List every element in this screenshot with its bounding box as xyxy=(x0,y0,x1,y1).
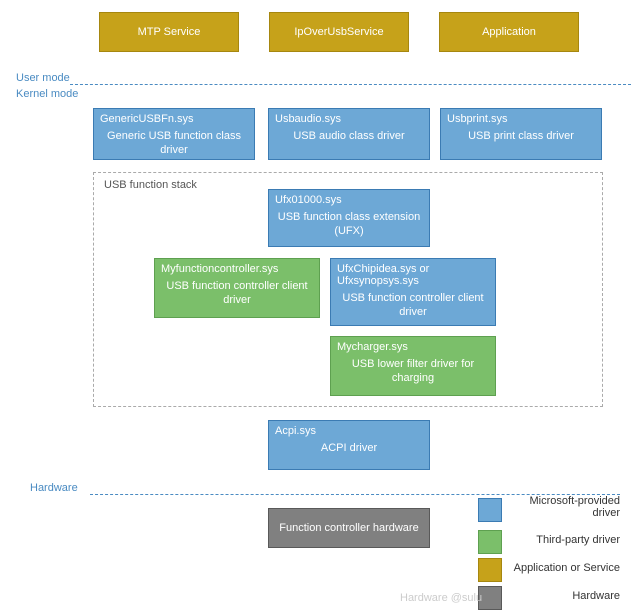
label-user-mode: User mode xyxy=(16,72,70,84)
legend-label-0: Microsoft-provideddriver xyxy=(508,495,620,519)
ufx-box-subtitle: USB function class extension (UFX) xyxy=(269,208,429,245)
kernel-driver-0-title: GenericUSBFn.sys xyxy=(94,109,254,127)
acpi-box-subtitle: ACPI driver xyxy=(269,439,429,461)
legend-label-2: Application or Service xyxy=(508,562,620,574)
legend-label-3: Hardware xyxy=(508,590,620,602)
acpi-box-title: Acpi.sys xyxy=(269,421,429,439)
ufxchipidea-box: UfxChipidea.sys or Ufxsynopsys.sysUSB fu… xyxy=(330,258,496,326)
kernel-driver-0: GenericUSBFn.sysGeneric USB function cla… xyxy=(93,108,255,160)
label-kernel-mode: Kernel mode xyxy=(16,88,78,100)
app-box-0: MTP Service xyxy=(99,12,239,52)
function-controller-hardware-box-label: Function controller hardware xyxy=(269,509,429,547)
ufx-box-title: Ufx01000.sys xyxy=(269,190,429,208)
kernel-driver-2-title: Usbprint.sys xyxy=(441,109,601,127)
app-box-1-label: IpOverUsbService xyxy=(270,13,408,51)
legend-swatch-blue xyxy=(478,498,502,522)
myfunctioncontroller-box-title: Myfunctioncontroller.sys xyxy=(155,259,319,277)
function-controller-hardware-box: Function controller hardware xyxy=(268,508,430,548)
divider-user-mode xyxy=(70,84,631,85)
app-box-2-label: Application xyxy=(440,13,578,51)
ufxchipidea-box-subtitle: USB function controller client driver xyxy=(331,289,495,326)
kernel-driver-2: Usbprint.sysUSB print class driver xyxy=(440,108,602,160)
legend-label-1: Third-party driver xyxy=(508,534,620,546)
mycharger-box-subtitle: USB lower filter driver for charging xyxy=(331,355,495,392)
myfunctioncontroller-box: Myfunctioncontroller.sysUSB function con… xyxy=(154,258,320,318)
app-box-1: IpOverUsbService xyxy=(269,12,409,52)
kernel-driver-1-subtitle: USB audio class driver xyxy=(269,127,429,149)
mycharger-box-title: Mycharger.sys xyxy=(331,337,495,355)
watermark-text: Hardware @sulu xyxy=(400,592,482,604)
label-hardware: Hardware xyxy=(30,482,78,494)
ufxchipidea-box-title: UfxChipidea.sys or Ufxsynopsys.sys xyxy=(331,259,495,289)
legend-swatch-green xyxy=(478,530,502,554)
app-box-2: Application xyxy=(439,12,579,52)
mycharger-box: Mycharger.sysUSB lower filter driver for… xyxy=(330,336,496,396)
kernel-driver-0-subtitle: Generic USB function class driver xyxy=(94,127,254,164)
usb-function-stack-label: USB function stack xyxy=(104,179,197,191)
app-box-0-label: MTP Service xyxy=(100,13,238,51)
myfunctioncontroller-box-subtitle: USB function controller client driver xyxy=(155,277,319,314)
kernel-driver-1: Usbaudio.sysUSB audio class driver xyxy=(268,108,430,160)
legend-swatch-gold xyxy=(478,558,502,582)
acpi-box: Acpi.sysACPI driver xyxy=(268,420,430,470)
ufx-box: Ufx01000.sysUSB function class extension… xyxy=(268,189,430,247)
kernel-driver-1-title: Usbaudio.sys xyxy=(269,109,429,127)
kernel-driver-2-subtitle: USB print class driver xyxy=(441,127,601,149)
